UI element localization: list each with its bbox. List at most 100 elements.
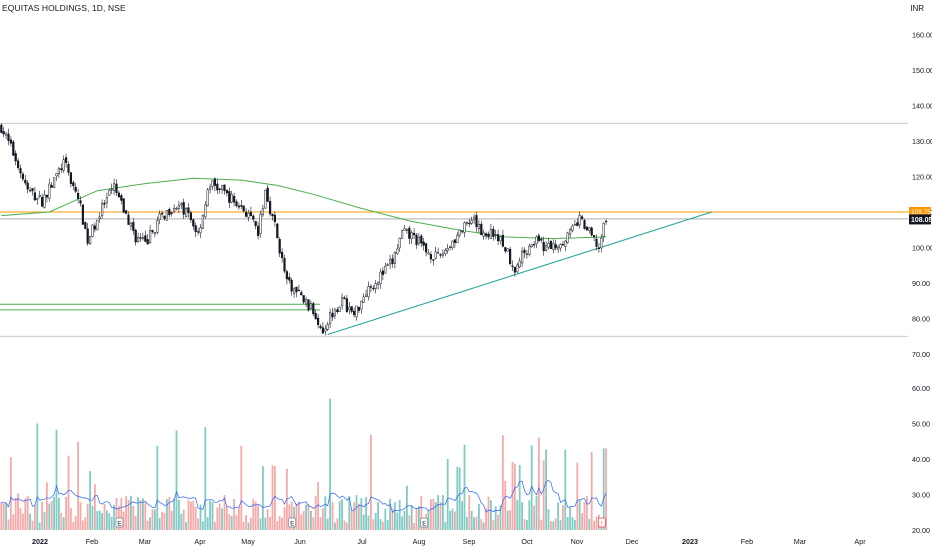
candle-body: [333, 309, 336, 317]
volume-bar: [185, 522, 187, 530]
volume-bar: [319, 517, 322, 530]
candle-body: [530, 244, 533, 247]
candle-body: [206, 189, 209, 207]
candle-body: [602, 222, 605, 237]
x-tick-label: Mar: [139, 537, 152, 546]
volume-bar: [355, 495, 358, 530]
candle-body: [0, 124, 3, 133]
candle-body: [451, 240, 454, 248]
volume-bar: [58, 497, 60, 530]
candle-body: [240, 205, 243, 207]
candle-body: [153, 232, 157, 235]
candle-body: [273, 214, 276, 223]
candle-body: [305, 298, 308, 305]
last-price-tag-text: 108.05: [911, 217, 932, 224]
candle-body: [74, 186, 77, 192]
y-tick-label: 40.00: [912, 455, 930, 464]
volume-bar: [350, 509, 353, 530]
candle-body: [98, 216, 101, 219]
x-tick-label: Aug: [413, 537, 426, 546]
volume-bar: [252, 499, 255, 530]
volume-bar: [19, 508, 22, 530]
candle-body: [113, 183, 116, 191]
candle-body: [458, 229, 461, 236]
candle-body: [276, 223, 279, 239]
candle-body: [585, 226, 588, 231]
volume-bar: [218, 503, 221, 530]
volume-bar: [430, 499, 432, 530]
volume-bar: [139, 500, 142, 530]
earnings-marker-glyph: E: [117, 522, 121, 528]
volume-bar: [283, 507, 286, 530]
volume-bar: [406, 485, 408, 530]
candle-body: [561, 243, 564, 246]
volume-bar: [456, 466, 459, 530]
candle-body: [7, 133, 10, 141]
candle-body: [249, 211, 253, 217]
volume-bar: [0, 502, 3, 530]
candle-body: [101, 202, 104, 216]
orange-price-tag: [909, 207, 931, 216]
candle-body: [175, 208, 178, 210]
candle-body: [437, 252, 440, 254]
candle-body: [221, 185, 224, 190]
candle-body: [487, 233, 490, 238]
y-tick-label: 80.00: [912, 315, 930, 324]
candle-body: [312, 303, 315, 315]
volume-bar: [238, 507, 240, 530]
volume-bar: [221, 508, 223, 530]
candle-body: [21, 173, 24, 180]
candle-body: [307, 299, 310, 311]
candle-body: [429, 254, 432, 260]
volume-bar: [523, 519, 526, 530]
volume-bar: [528, 500, 531, 530]
candle-body: [506, 248, 509, 252]
volume-bar: [446, 459, 449, 530]
candle-body: [497, 234, 500, 242]
volume-bar: [314, 496, 317, 530]
volume-bar: [130, 495, 132, 530]
volume-bar: [509, 510, 511, 530]
volume-bar: [96, 511, 99, 530]
candle-body: [331, 312, 334, 318]
candle-body: [170, 212, 173, 214]
volume-bar: [468, 495, 471, 530]
candle-body: [350, 306, 353, 312]
candle-body: [141, 237, 145, 239]
volume-bar: [379, 519, 382, 530]
candle-body: [295, 286, 298, 293]
candle-body: [50, 185, 53, 188]
volume-bar: [329, 398, 331, 530]
candle-body: [290, 279, 293, 292]
volume-bar: [194, 506, 197, 530]
volume-bar: [367, 515, 370, 530]
candle-body: [158, 213, 161, 220]
candle-body: [218, 188, 221, 190]
candle-body: [549, 240, 552, 249]
volume-bar: [5, 503, 7, 530]
volume-bar: [506, 510, 509, 530]
candle-body: [216, 183, 219, 191]
candle-body: [237, 205, 241, 208]
candle-body: [271, 214, 274, 217]
candle-body: [297, 289, 300, 292]
volume-bar: [41, 501, 43, 530]
volume-bar: [370, 434, 372, 530]
candle-body: [525, 253, 528, 255]
volume-bar: [12, 514, 15, 530]
candle-body: [446, 248, 449, 251]
volume-bar: [70, 508, 72, 530]
volume-bar: [317, 482, 319, 530]
candle-body: [53, 177, 56, 188]
volume-bar: [341, 499, 343, 530]
candle-body: [223, 184, 226, 191]
volume-bar: [108, 513, 111, 530]
volume-bar: [281, 517, 283, 530]
y-tick-label: 90.00: [912, 279, 930, 288]
volume-bar: [480, 519, 483, 530]
volume-bar: [545, 449, 547, 530]
candle-body: [81, 204, 85, 225]
volume-bar: [463, 444, 466, 530]
